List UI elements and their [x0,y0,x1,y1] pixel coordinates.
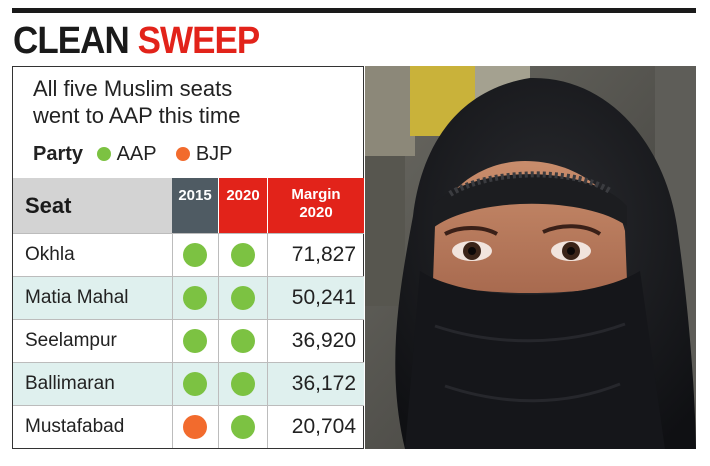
legend: Party AAP BJP [33,143,247,166]
column-divider [267,234,268,276]
margin-value: 50,241 [291,286,356,309]
column-divider [218,363,219,405]
winner-2015-aap-dot [183,286,207,310]
winner-2020-aap-dot [231,415,255,439]
column-divider [218,234,219,276]
winner-2015-bjp-dot [183,415,207,439]
column-divider [267,406,268,448]
legend-label: Party [33,143,84,165]
table-row: Matia Mahal 50,241 [13,276,364,319]
margin-value: 71,827 [291,243,356,266]
winner-2015-aap-dot [183,243,207,267]
winner-2015-aap-dot [183,329,207,353]
margin-value: 36,172 [291,372,356,395]
seat-name: Matia Mahal [25,287,129,308]
column-divider [218,277,219,319]
column-header-2015: 2015 [172,178,218,233]
legend-text-aap: AAP [116,143,157,165]
headline-part-1: CLEAN [13,20,130,62]
column-divider [218,406,219,448]
column-divider [172,320,173,362]
margin-header-line-2: 2020 [299,204,333,221]
seat-name: Ballimaran [25,373,115,394]
column-divider [267,363,268,405]
legend-item-bjp: BJP [175,143,233,165]
table-row: Seelampur 36,920 [13,319,364,362]
margin-value: 36,920 [291,329,356,352]
subtitle-line-2: went to AAP this time [33,103,241,128]
winner-2020-aap-dot [231,243,255,267]
photo-illustration [365,66,696,449]
winner-2020-aap-dot [231,329,255,353]
top-rule [12,8,696,13]
column-divider [218,320,219,362]
column-divider [172,406,173,448]
column-divider [172,234,173,276]
legend-dot-bjp [175,147,190,161]
column-divider [172,363,173,405]
margin-value: 20,704 [291,415,356,438]
table-body: Okhla 71,827 Matia Mahal 50,241 Seelampur 36,… [13,233,364,448]
column-header-margin: Margin 2020 [268,178,364,233]
winner-2020-aap-dot [231,286,255,310]
seat-name: Seelampur [25,330,117,351]
column-divider [267,320,268,362]
woman-in-niqab-photo [365,66,696,449]
chart-panel: All five Muslim seats went to AAP this t… [12,66,364,449]
winner-2015-aap-dot [183,372,207,396]
subtitle-line-1: All five Muslim seats [33,76,233,101]
winner-2020-aap-dot [231,372,255,396]
headline-part-2: SWEEP [137,20,261,62]
legend-text-bjp: BJP [195,143,233,165]
column-header-2020: 2020 [219,178,267,233]
headline: CLEAN SWEEP [13,17,261,65]
table-row: Mustafabad 20,704 [13,405,364,448]
column-divider [172,277,173,319]
legend-item-aap: AAP [96,143,162,165]
table-row: Okhla 71,827 [13,233,364,276]
margin-header-line-1: Margin [291,186,341,203]
seat-name: Mustafabad [25,416,125,437]
column-divider [267,277,268,319]
column-header-seat: Seat [13,178,172,233]
seat-name: Okhla [25,244,75,265]
table-row: Ballimaran 36,172 [13,362,364,405]
subtitle: All five Muslim seats went to AAP this t… [33,75,240,129]
legend-dot-aap [96,147,111,161]
